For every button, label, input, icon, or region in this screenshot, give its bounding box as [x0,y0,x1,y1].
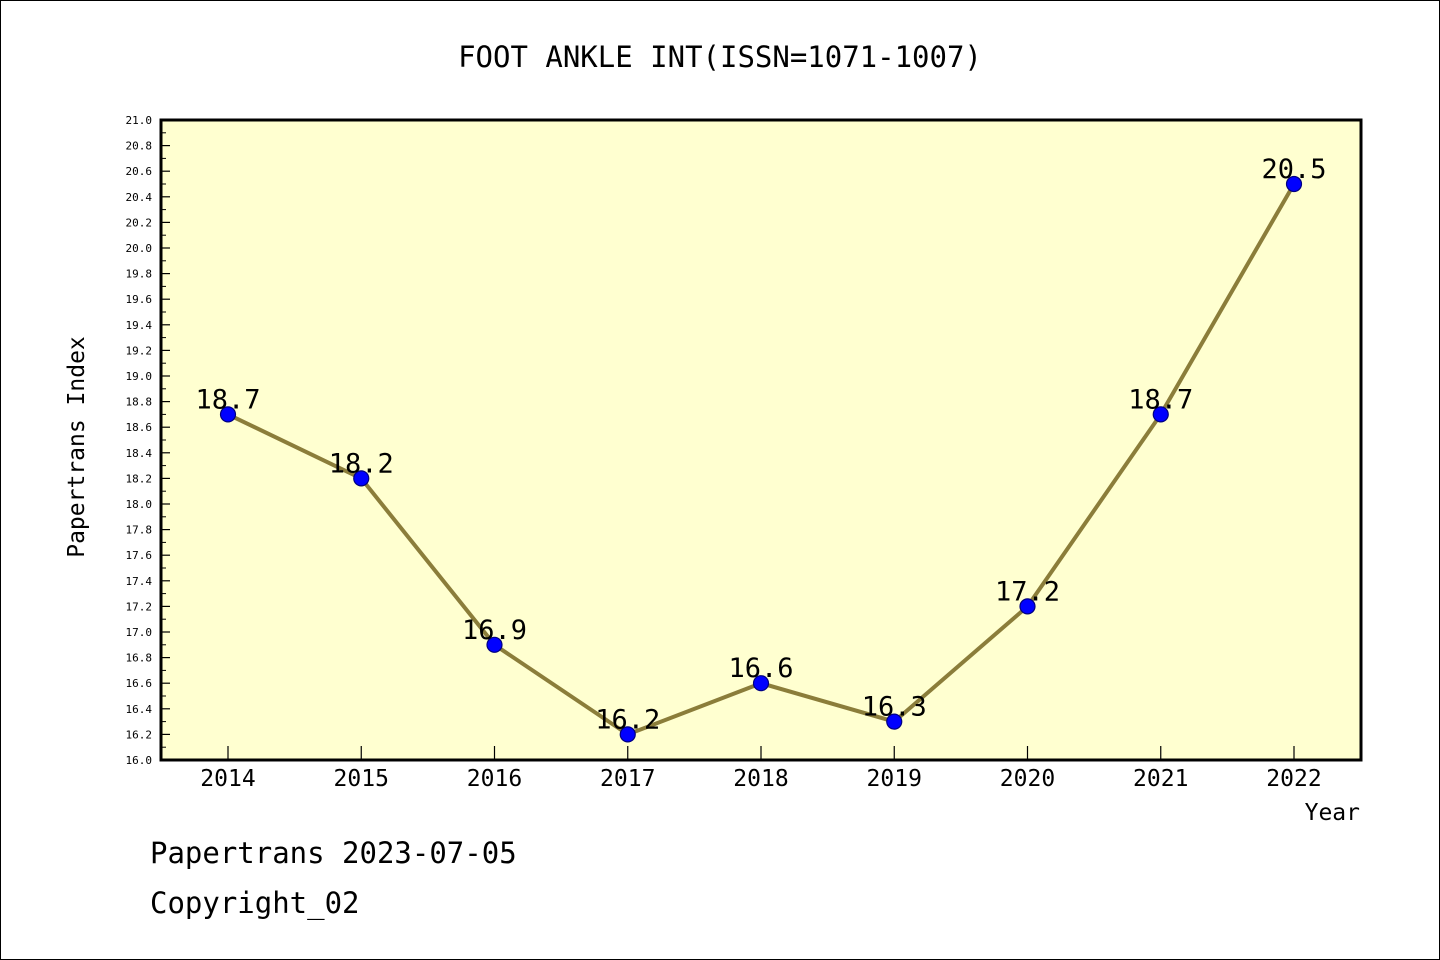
x-tick-label: 2017 [600,766,655,792]
y-tick-label: 19.8 [126,268,153,281]
x-tick-label: 2018 [733,766,788,792]
data-point [219,406,237,423]
data-point [1152,406,1169,423]
data-point [1019,598,1036,615]
y-axis-label: Papertrans Index [64,336,90,558]
y-tick-label: 20.4 [126,191,153,204]
y-tick-label: 20.2 [126,216,153,229]
y-tick-label: 20.8 [126,140,153,153]
data-point [353,470,370,487]
footer-copyright: Copyright_02 [150,886,360,920]
data-label: 16.9 [462,615,527,646]
data-point [886,713,903,730]
x-tick-label: 2015 [334,766,389,792]
chart-title: FOOT ANKLE INT(ISSN=1071-1007) [458,40,982,74]
data-point [486,636,503,653]
data-point [752,675,770,692]
y-tick-label: 19.4 [126,319,153,332]
y-tick-label: 16.4 [126,703,153,716]
y-tick-label: 18.8 [126,396,153,409]
y-tick-label: 17.8 [126,524,153,537]
x-tick-label: 2021 [1133,766,1188,792]
y-tick-label: 21.0 [126,114,153,127]
data-label: 18.7 [195,384,260,415]
data-label: 18.2 [329,448,394,479]
x-tick-label: 2019 [867,766,922,792]
data-label: 16.6 [728,653,793,684]
y-tick-label: 17.0 [126,626,153,639]
y-tick-label: 19.6 [126,293,153,306]
x-tick-label: 2020 [1000,766,1055,792]
data-point [1285,175,1303,193]
y-tick-label: 16.8 [126,652,153,665]
y-tick-label: 20.6 [126,165,153,178]
y-tick-label: 16.0 [126,754,153,767]
data-label: 17.2 [995,576,1060,607]
y-tick-label: 19.0 [126,370,153,383]
y-tick-label: 17.4 [126,575,153,588]
x-axis-label: Year [1305,800,1360,826]
data-label: 16.2 [595,704,660,735]
y-tick-label: 16.6 [126,677,153,690]
series: 18.7 18.2 16.9 16.2 16.6 16.3 17.2 18.7 20.5 [195,154,1327,743]
data-label: 18.7 [1128,384,1193,415]
y-tick-label: 17.6 [126,549,153,562]
y-tick-label: 18.0 [126,498,153,511]
x-tick-label: 2022 [1266,766,1321,792]
y-tick-label: 18.2 [126,472,153,485]
y-tick-label: 16.2 [126,728,153,741]
x-tick-label: 2016 [467,766,522,792]
data-label: 16.3 [862,692,927,723]
x-axis: 2014 2015 2016 2017 2018 2019 2020 2021 2022 [200,746,1322,792]
data-label: 20.5 [1261,154,1326,185]
y-tick-label: 17.2 [126,600,153,613]
y-tick-label: 18.4 [126,447,153,460]
y-tick-label: 19.2 [126,344,153,357]
data-point [619,726,636,743]
y-tick-label: 20.0 [126,242,153,255]
plot-area [159,118,1363,762]
footer-date: Papertrans 2023-07-05 [150,836,517,870]
y-axis: 16.0 16.2 16.4 16.6 16.8 17.0 17.2 17.4 17.6 17.8… [126,114,170,767]
y-tick-label: 18.6 [126,421,153,434]
x-tick-label: 2014 [200,766,255,792]
